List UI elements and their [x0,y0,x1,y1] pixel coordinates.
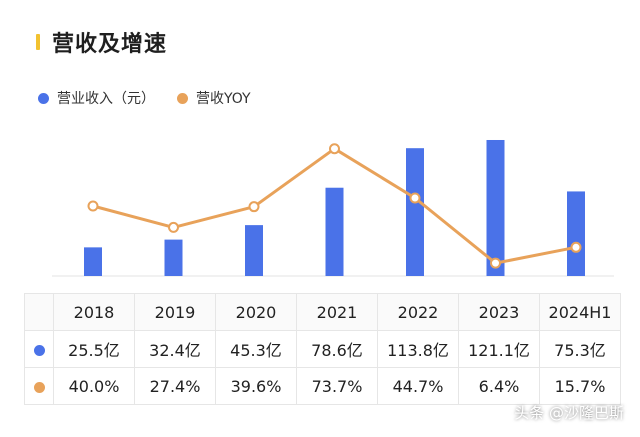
revenue-bar [486,139,505,276]
table-cell: 40.0% [53,367,135,405]
yoy-point [329,143,340,155]
legend-dot-revenue [38,92,49,104]
table-header-cell: 2022 [377,293,459,331]
title-accent-bar [36,34,40,50]
table-header-cell: 2021 [296,293,378,331]
table-cell: 113.8亿 [377,330,459,368]
legend-label-yoy: 营收YOY [196,91,251,107]
table-cell: 27.4% [134,367,216,405]
table-cell: 32.4亿 [134,330,216,368]
yoy-point [570,241,582,253]
table-cell: 78.6亿 [296,330,378,368]
table-cell: 44.7% [377,367,459,405]
yoy-point [409,192,421,204]
table-header-cell: 2020 [215,293,297,331]
legend-dot-yoy [177,92,188,104]
table-row-marker [24,367,54,405]
revenue-bar [245,225,263,276]
table-cell: 15.7% [539,367,621,405]
chart-title: 营收及增速 [52,32,168,57]
watermark: 头条 @沙隆巴斯 [514,404,624,422]
data-table: 2018 2019 2020 2021 2022 2023 2024H1 25.… [24,293,621,405]
revenue-bar [325,187,344,276]
table-cell: 39.6% [215,367,297,405]
table-corner-cell [24,293,54,331]
legend-item-revenue: 营业收入（元） [38,88,155,108]
table-header-cell: 2018 [53,293,135,331]
combo-chart [52,139,614,277]
yoy-point [490,257,501,269]
legend-label-revenue: 营业收入（元） [57,91,155,107]
legend: 营业收入（元） 营收YOY [38,88,273,108]
yoy-point [87,200,99,212]
table-cell: 6.4% [458,367,540,405]
yoy-point [248,201,260,213]
table-header-cell: 2023 [458,293,540,331]
yoy-dot-icon [33,381,45,393]
table-cell: 75.3亿 [539,330,621,368]
table-cell: 121.1亿 [458,330,540,368]
revenue-bar [164,239,183,276]
revenue-dot-icon [33,344,45,356]
table-row-marker [24,330,54,368]
table-header-row: 2018 2019 2020 2021 2022 2023 2024H1 [24,293,621,331]
table-cell: 73.7% [296,367,378,405]
table-header-cell: 2019 [134,293,216,331]
table-cell: 25.5亿 [53,330,135,368]
table-cell: 45.3亿 [215,330,297,368]
table-row-yoy: 40.0% 27.4% 39.6% 73.7% 44.7% 6.4% 15.7% [24,367,621,405]
yoy-point [168,221,179,233]
revenue-bar [84,247,102,276]
legend-item-yoy: 营收YOY [177,88,251,108]
table-header-cell: 2024H1 [539,293,621,331]
table-row-revenue: 25.5亿 32.4亿 45.3亿 78.6亿 113.8亿 121.1亿 75… [24,330,621,368]
revenue-bar [406,148,424,276]
revenue-bar [567,191,585,276]
